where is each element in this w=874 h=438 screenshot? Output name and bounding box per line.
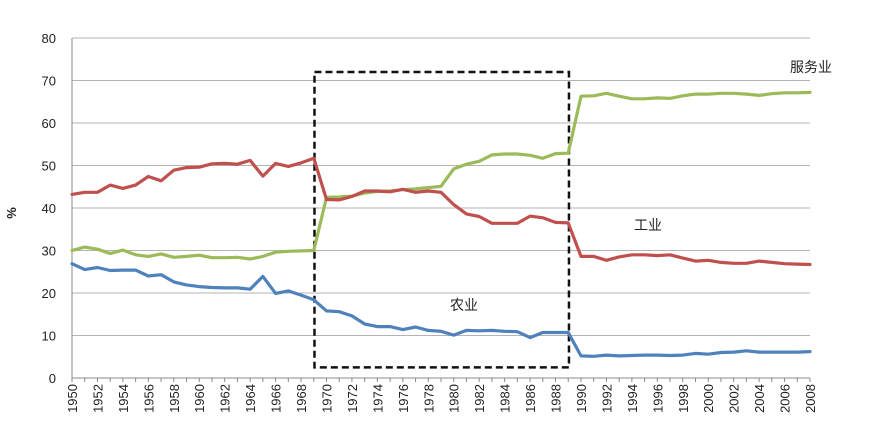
gridlines — [72, 37, 810, 336]
x-tick-label-1992: 1992 — [599, 384, 614, 413]
x-tick-label-2008: 2008 — [803, 384, 818, 413]
series-line-industry — [70, 156, 812, 267]
x-tick-label-1978: 1978 — [421, 384, 436, 413]
x-tick-label-1996: 1996 — [650, 384, 665, 413]
series-line-agriculture — [70, 262, 812, 358]
series-label-services: 服务业 — [790, 60, 832, 76]
x-tick-label-1962: 1962 — [218, 384, 233, 413]
x-tick-label-1960: 1960 — [192, 384, 207, 413]
y-tick-label-60: 60 — [42, 116, 56, 131]
y-tick-label-0: 0 — [49, 371, 56, 386]
x-tick-label-1972: 1972 — [345, 384, 360, 413]
x-tick-label-1994: 1994 — [625, 384, 640, 413]
x-tick-label-1984: 1984 — [498, 384, 513, 413]
y-tick-label-70: 70 — [42, 74, 56, 89]
x-tick-label-1956: 1956 — [141, 384, 156, 413]
x-tick-label-1990: 1990 — [574, 384, 589, 413]
x-tick-label-1966: 1966 — [269, 384, 284, 413]
y-tick-label-80: 80 — [42, 31, 56, 46]
x-tick-label-1976: 1976 — [396, 384, 411, 413]
x-tick-label-1950: 1950 — [65, 384, 80, 413]
series-line-services — [70, 90, 812, 261]
x-tick-label-1968: 1968 — [294, 384, 309, 413]
y-tick-label-30: 30 — [42, 244, 56, 259]
x-tick-label-1974: 1974 — [370, 384, 385, 413]
x-tick-label-1964: 1964 — [243, 384, 258, 413]
highlight-box — [313, 70, 571, 369]
highlight-box-group — [313, 70, 571, 369]
x-tick-label-1998: 1998 — [676, 384, 691, 413]
y-tick-label-10: 10 — [42, 329, 56, 344]
x-tick-label-2006: 2006 — [778, 384, 793, 413]
x-tick-label-1954: 1954 — [116, 384, 131, 413]
x-tick-label-1988: 1988 — [549, 384, 564, 413]
series-label-industry: 工业 — [634, 218, 662, 234]
y-tick-label-50: 50 — [42, 159, 56, 174]
y-tick-label-20: 20 — [42, 286, 56, 301]
x-tick-label-1980: 1980 — [447, 384, 462, 413]
x-tick-label-1986: 1986 — [523, 384, 538, 413]
x-tick-label-1958: 1958 — [167, 384, 182, 413]
y-axis-title: % — [4, 207, 19, 219]
x-tick-label-1970: 1970 — [319, 384, 334, 413]
x-tick-label-2000: 2000 — [701, 384, 716, 413]
y-tick-label-40: 40 — [42, 201, 56, 216]
series-label-agriculture: 农业 — [450, 298, 478, 314]
x-tick-label-1982: 1982 — [472, 384, 487, 413]
axes: 0 10 20 30 40 50 60 70 80 1950 1952 1954 1956 1958 196… — [42, 31, 818, 413]
x-tick-label-2002: 2002 — [727, 384, 742, 413]
x-tick-label-1952: 1952 — [90, 384, 105, 413]
x-tick-label-2004: 2004 — [752, 384, 767, 413]
series-group — [70, 90, 812, 358]
